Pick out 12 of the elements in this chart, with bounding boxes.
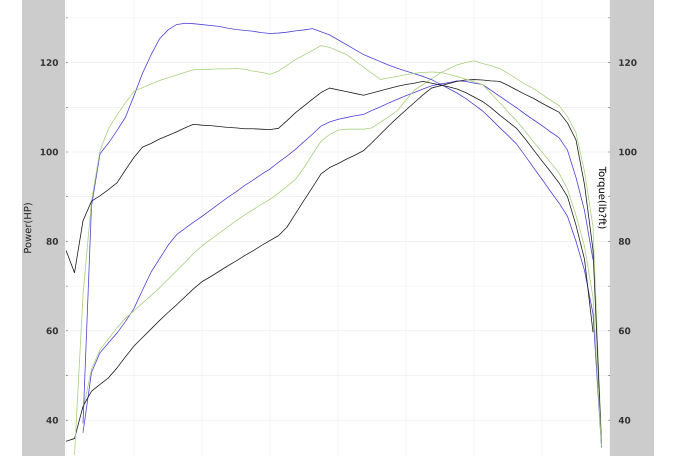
y2-tick-label: 40 [618,416,630,424]
y-axis-title: Power(HP) [24,203,32,253]
y-tick-label: 80 [46,238,58,245]
y-tick-label: 40 [46,416,58,424]
y-tick-label: 60 [46,327,58,334]
y2-tick-label: 60 [618,327,630,334]
y2-tick-label: 120 [619,59,637,66]
y2-axis-title: Torque(lb?ft) [596,166,606,228]
y2-tick-label: 80 [618,238,630,245]
y-tick-label: 100 [40,148,58,156]
y-tick-label: 120 [40,59,58,66]
y2-tick-label: 100 [619,148,637,156]
